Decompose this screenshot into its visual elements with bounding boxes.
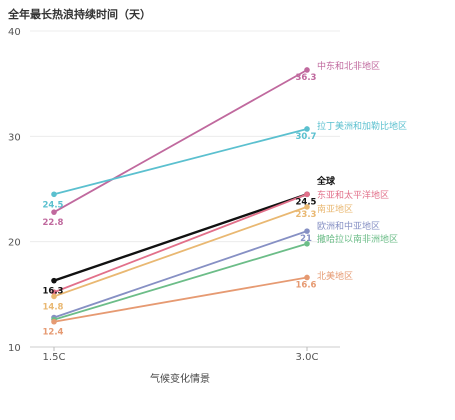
series-lines bbox=[51, 67, 310, 325]
data-label: 14.8 bbox=[43, 302, 64, 312]
data-label: 30.7 bbox=[296, 132, 317, 142]
data-point bbox=[51, 318, 57, 325]
series-line bbox=[53, 193, 308, 294]
y-tick-label: 20 bbox=[8, 238, 21, 249]
series-name-label: 拉丁美洲和加勒比地区 bbox=[317, 120, 407, 132]
data-label: 23.3 bbox=[296, 210, 317, 220]
series-line bbox=[53, 69, 308, 213]
series-line bbox=[53, 128, 308, 196]
data-point bbox=[304, 67, 310, 73]
y-tick-label: 40 bbox=[8, 27, 21, 38]
x-axis-ticks: 1.5C 3.0C bbox=[43, 347, 319, 363]
data-label: 22.8 bbox=[43, 218, 64, 228]
data-label: 36.3 bbox=[296, 73, 317, 83]
series-line bbox=[53, 242, 308, 321]
series-name-label: 南亚地区 bbox=[317, 203, 353, 215]
data-point bbox=[304, 191, 310, 198]
x-tick-label: 1.5C bbox=[43, 352, 66, 363]
series-line bbox=[53, 206, 308, 298]
series-line bbox=[53, 193, 308, 282]
series-name-label: 撒哈拉以南非洲地区 bbox=[317, 233, 398, 245]
data-point bbox=[304, 274, 310, 281]
series-name-label: 北美地区 bbox=[317, 270, 353, 282]
data-point bbox=[304, 204, 310, 210]
series-name-label: 东亚和太平洋地区 bbox=[317, 189, 389, 201]
data-point bbox=[304, 240, 310, 247]
data-point bbox=[51, 293, 57, 300]
data-point bbox=[51, 191, 57, 198]
y-axis-ticks: 10 20 30 40 bbox=[8, 27, 21, 354]
chart-title: 全年最长热浪持续时间（天） bbox=[7, 7, 151, 21]
x-tick-label: 3.0C bbox=[296, 352, 319, 363]
y-tick-label: 30 bbox=[8, 132, 21, 143]
x-axis-label: 气候变化情景 bbox=[150, 372, 210, 385]
data-point bbox=[51, 209, 57, 215]
data-label: 12.4 bbox=[43, 328, 64, 338]
series-name-label: 全球 bbox=[316, 175, 336, 187]
data-label: 16.6 bbox=[296, 280, 317, 290]
data-label: 21 bbox=[300, 234, 312, 244]
series-line bbox=[53, 230, 308, 319]
data-point bbox=[51, 277, 57, 284]
data-label: 24.5 bbox=[43, 200, 64, 210]
data-point bbox=[304, 228, 310, 234]
series-line bbox=[53, 276, 308, 323]
series-name-label: 中东和北非地区 bbox=[317, 60, 380, 72]
data-point bbox=[304, 126, 310, 132]
data-point bbox=[51, 289, 57, 296]
data-label: 16.3 bbox=[43, 287, 64, 297]
series-name-label: 欧洲和中亚地区 bbox=[317, 220, 380, 232]
data-label: 24.5 bbox=[296, 197, 317, 207]
y-tick-label: 10 bbox=[8, 343, 21, 354]
gridlines bbox=[30, 30, 340, 348]
